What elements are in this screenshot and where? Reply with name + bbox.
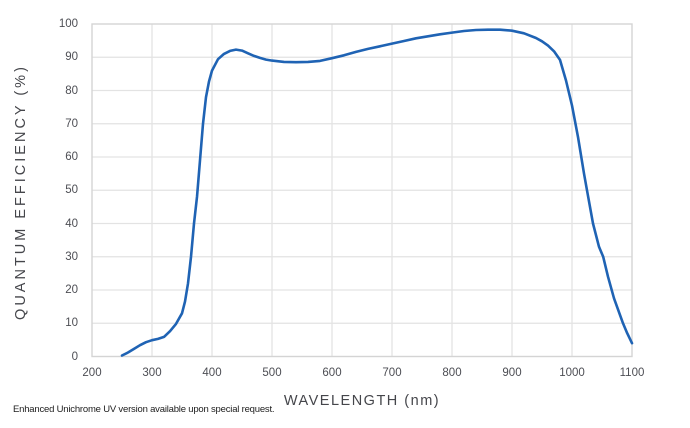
x-tick-label-300: 300 bbox=[142, 366, 162, 379]
x-tick-label-1000: 1000 bbox=[559, 366, 585, 379]
x-tick-label-500: 500 bbox=[262, 366, 282, 379]
y-tick-label-0: 0 bbox=[71, 350, 78, 363]
y-tick-label-80: 80 bbox=[65, 84, 78, 97]
x-tick-label-1100: 1100 bbox=[619, 366, 645, 379]
x-tick-label-200: 200 bbox=[82, 366, 102, 379]
y-tick-label-50: 50 bbox=[65, 184, 78, 197]
x-tick-label-800: 800 bbox=[442, 366, 462, 379]
y-tick-label-20: 20 bbox=[65, 284, 78, 296]
x-tick-label-600: 600 bbox=[322, 366, 342, 379]
x-tick-label-700: 700 bbox=[382, 366, 402, 379]
footnote-text: Enhanced Unichrome UV version available … bbox=[13, 404, 275, 415]
qe-curve bbox=[120, 28, 634, 357]
y-tick-label-60: 60 bbox=[65, 151, 78, 163]
y-tick-label-30: 30 bbox=[65, 250, 78, 263]
x-tick-label-900: 900 bbox=[502, 366, 522, 379]
y-tick-label-70: 70 bbox=[65, 117, 78, 130]
y-axis-title: QUANTUM EFFICIENCY (%) bbox=[13, 64, 29, 320]
y-tick-label-90: 90 bbox=[65, 51, 78, 64]
y-tick-label-40: 40 bbox=[65, 217, 78, 230]
y-tick-label-10: 10 bbox=[65, 317, 78, 330]
plot-border bbox=[91, 23, 633, 358]
y-tick-label-100: 100 bbox=[58, 18, 78, 30]
x-tick-label-400: 400 bbox=[202, 366, 222, 379]
x-axis-title: WAVELENGTH (nm) bbox=[283, 393, 441, 409]
